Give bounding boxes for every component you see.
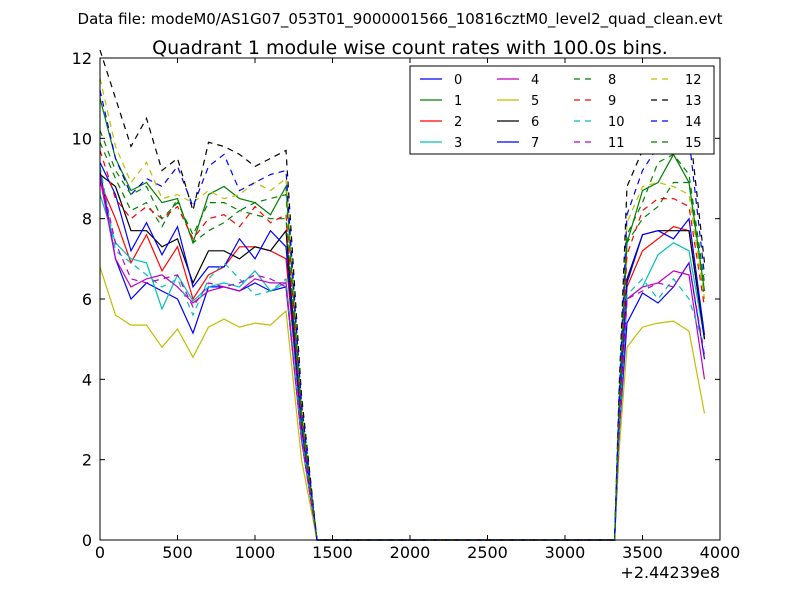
chart-title: Quadrant 1 module wise count rates with … — [152, 37, 668, 59]
x-tick-label: 3000 — [545, 543, 586, 562]
legend-label-14: 14 — [685, 115, 702, 130]
y-tick-label: 12 — [72, 49, 92, 68]
legend-label-1: 1 — [454, 94, 462, 109]
legend-label-8: 8 — [608, 73, 616, 88]
legend-label-2: 2 — [454, 115, 462, 130]
series-line-4 — [99, 178, 706, 541]
legend-label-5: 5 — [531, 94, 539, 109]
series-line-13 — [99, 49, 706, 541]
x-tick-label: 3500 — [622, 543, 663, 562]
x-tick-label: 0 — [95, 543, 105, 562]
legend-label-15: 15 — [685, 136, 702, 151]
series-layer — [99, 49, 706, 541]
y-tick-label: 8 — [82, 210, 92, 229]
legend-label-9: 9 — [608, 94, 616, 109]
y-tick-label: 10 — [72, 129, 92, 148]
series-line-1 — [99, 98, 706, 541]
x-tick-label: 4000 — [700, 543, 741, 562]
y-tick-label: 6 — [82, 290, 92, 309]
x-tick-label: 2000 — [390, 543, 431, 562]
series-line-5 — [99, 266, 706, 541]
series-line-3 — [99, 194, 706, 541]
series-line-7 — [99, 162, 706, 541]
series-line-14 — [99, 89, 706, 541]
x-tick-label: 1000 — [235, 543, 276, 562]
axes-layer: 0 500 1000 1500 2000 2500 3000 3500 400002468101… — [72, 49, 741, 562]
legend-label-13: 13 — [685, 94, 702, 109]
y-tick-label: 4 — [82, 370, 92, 389]
chart-suptitle: Data file: modeM0/AS1G07_053T01_90000015… — [78, 10, 723, 29]
y-tick-label: 0 — [82, 531, 92, 550]
series-line-0 — [99, 170, 706, 541]
legend-label-3: 3 — [454, 136, 462, 151]
x-tick-label: 500 — [162, 543, 193, 562]
legend-label-11: 11 — [608, 136, 625, 151]
legend-label-6: 6 — [531, 115, 539, 130]
x-tick-label: 2500 — [467, 543, 508, 562]
y-tick-label: 2 — [82, 451, 92, 470]
series-line-9 — [99, 150, 706, 541]
x-tick-label: 1500 — [312, 543, 353, 562]
legend-label-12: 12 — [685, 73, 702, 88]
series-line-11 — [99, 174, 706, 541]
x-offset-label: +2.44239e8 — [620, 563, 720, 582]
legend-label-0: 0 — [454, 73, 462, 88]
legend-label-4: 4 — [531, 73, 539, 88]
legend-label-10: 10 — [608, 115, 625, 130]
legend-label-7: 7 — [531, 136, 539, 151]
legend-box — [409, 65, 715, 155]
series-line-15 — [99, 130, 706, 541]
